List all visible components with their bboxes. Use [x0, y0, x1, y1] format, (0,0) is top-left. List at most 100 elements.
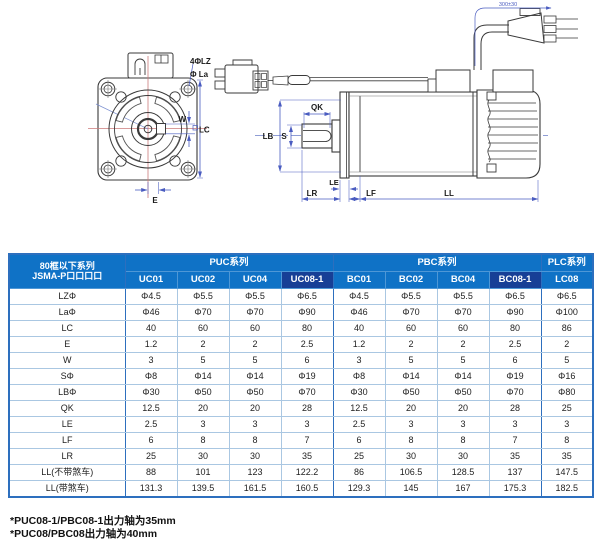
- table-cell: Φ14: [384, 368, 438, 385]
- table-cell: Φ14: [176, 368, 230, 385]
- table-cell: 5: [540, 352, 594, 369]
- power-cable: [473, 24, 509, 70]
- table-cell: 2.5: [124, 416, 178, 433]
- label-ll: LL: [444, 189, 454, 198]
- footnote-2: *PUC08/PBC08出力轴为40mm: [10, 528, 158, 540]
- table-cell: Φ46: [332, 304, 386, 321]
- label-lf: LF: [366, 189, 376, 198]
- table-cell: 20: [436, 400, 490, 417]
- table-cell: 12.5: [332, 400, 386, 417]
- row-label: LE: [8, 416, 126, 433]
- table-cell: Φ70: [384, 304, 438, 321]
- table-cell: Φ70: [436, 304, 490, 321]
- table-cell: 139.5: [176, 480, 230, 498]
- row-label: QK: [8, 400, 126, 417]
- series-group-header: PLC系列: [540, 253, 594, 272]
- table-cell: Φ70: [228, 304, 282, 321]
- table-cell: Φ70: [176, 304, 230, 321]
- label-cable-length: 300±30: [499, 2, 517, 8]
- table-row: LR 25 30 30 35 25 30 30 35 35: [8, 448, 594, 465]
- face-slots: [115, 96, 181, 162]
- table-cell: 3: [228, 416, 282, 433]
- keyway-slot: [303, 130, 332, 143]
- column-header: UC01: [124, 271, 178, 289]
- table-cell: 2: [540, 336, 594, 353]
- keyway-tab: [156, 123, 166, 135]
- table-cell: 12.5: [124, 400, 178, 417]
- cooling-fins: [486, 91, 538, 173]
- column-header: UC02: [176, 271, 230, 289]
- table-cell: 40: [332, 320, 386, 337]
- column-header: UC04: [228, 271, 282, 289]
- table-cell: 3: [436, 416, 490, 433]
- table-cell: 3: [488, 416, 542, 433]
- table-cell: Φ5.5: [436, 288, 490, 305]
- motor-body: [348, 91, 478, 177]
- table-cell: 3: [176, 416, 230, 433]
- column-header: BC01: [332, 271, 386, 289]
- table-cell: 101: [176, 464, 230, 481]
- front-view: 4ΦLZ Φ La W LC E: [88, 52, 211, 205]
- table-cell: 28: [488, 400, 542, 417]
- table-cell: Φ19: [280, 368, 334, 385]
- table-cell: Φ70: [488, 384, 542, 401]
- terminal-connector-front: [127, 52, 174, 79]
- table-cell: 60: [228, 320, 282, 337]
- table-cell: 2: [384, 336, 438, 353]
- row-label: LR: [8, 448, 126, 465]
- column-header: BC02: [384, 271, 438, 289]
- table-cell: 167: [436, 480, 490, 498]
- label-w: W: [178, 115, 186, 124]
- table-cell: 5: [176, 352, 230, 369]
- power-connector: [507, 8, 578, 44]
- shaft-collar: [331, 119, 341, 153]
- table-cell: Φ50: [436, 384, 490, 401]
- table-cell: 145: [384, 480, 438, 498]
- flange-circle-ring: [114, 95, 182, 163]
- flange-plate: [339, 91, 350, 179]
- encoder-plug: [214, 59, 428, 94]
- table-cell: 3: [332, 352, 386, 369]
- table-cell: 30: [176, 448, 230, 465]
- table-cell: 8: [436, 432, 490, 449]
- spec-table: 80框以下系列 JSMA-P口口口口 PUC系列 PBC系列 PLC系列 UC01 UC02…: [8, 253, 594, 498]
- table-cell: Φ5.5: [176, 288, 230, 305]
- label-le: LE: [329, 178, 339, 187]
- spec-table-body: LZΦ Φ4.5 Φ5.5 Φ5.5 Φ6.5 Φ4.5 Φ5.5 Φ5.5 Φ6.5 Φ6.5 L…: [8, 288, 594, 498]
- table-cell: 35: [540, 448, 594, 465]
- corner-circles: [115, 91, 181, 167]
- row-label: LL(不带煞车): [8, 464, 126, 481]
- label-s: S: [281, 132, 287, 141]
- label-qk: QK: [311, 103, 323, 112]
- table-cell: 6: [488, 352, 542, 369]
- table-cell: 5: [436, 352, 490, 369]
- table-cell: Φ90: [488, 304, 542, 321]
- flange-circle-outer: [108, 89, 188, 169]
- table-cell: 160.5: [280, 480, 334, 498]
- table-cell: Φ50: [176, 384, 230, 401]
- label-lb: LB: [263, 132, 274, 141]
- table-cell: 30: [436, 448, 490, 465]
- table-cell: 5: [228, 352, 282, 369]
- table-cell: 60: [384, 320, 438, 337]
- table-cell: 60: [176, 320, 230, 337]
- front-dimensions: [135, 63, 203, 194]
- table-cell: 20: [228, 400, 282, 417]
- row-label: E: [8, 336, 126, 353]
- label-lr: LR: [307, 189, 318, 198]
- table-row: LL(带煞车) 131.3 139.5 161.5 160.5 129.3 145 167 17…: [8, 480, 594, 498]
- table-row: QK 12.5 20 20 28 12.5 20 20 28 25: [8, 400, 594, 417]
- table-cell: Φ8: [124, 368, 178, 385]
- row-label: LC: [8, 320, 126, 337]
- row-label: LBΦ: [8, 384, 126, 401]
- table-cell: 3: [124, 352, 178, 369]
- row-label: LZΦ: [8, 288, 126, 305]
- table-cell: 131.3: [124, 480, 178, 498]
- column-header: UC08-1: [280, 271, 334, 289]
- table-cell: 2: [176, 336, 230, 353]
- table-cell: 88: [124, 464, 178, 481]
- table-cell: Φ14: [436, 368, 490, 385]
- label-phi-la: Φ La: [190, 70, 209, 79]
- table-cell: Φ5.5: [228, 288, 282, 305]
- table-cell: Φ100: [540, 304, 594, 321]
